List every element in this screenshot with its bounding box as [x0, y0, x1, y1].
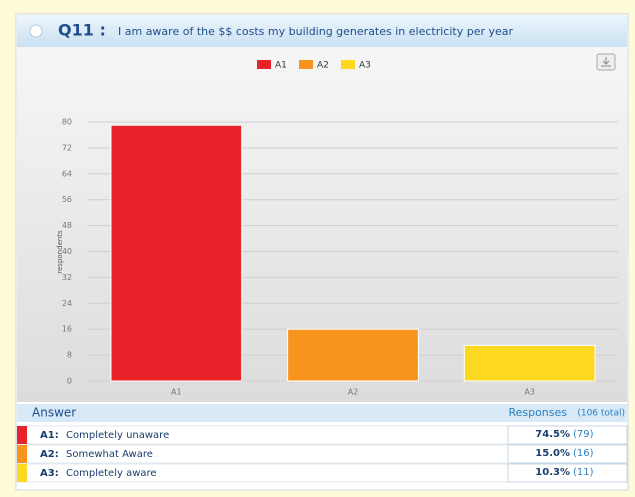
row-color	[17, 445, 27, 463]
x-tick-label: A2	[348, 388, 359, 397]
question-number: Q11 :	[58, 21, 106, 40]
bar	[287, 328, 419, 382]
x-tick-label: A3	[524, 388, 535, 397]
table-header-bg	[17, 404, 627, 422]
y-axis-label: respondents	[56, 230, 64, 274]
y-tick-label: 72	[62, 143, 72, 152]
bar	[110, 124, 243, 382]
legend-swatch	[341, 60, 355, 69]
legend-swatch	[299, 60, 313, 69]
y-tick-label: 40	[62, 247, 72, 256]
row-percent: 74.5%	[535, 429, 570, 440]
total: (106 total)	[577, 409, 625, 419]
row-count: (11)	[573, 467, 594, 478]
response-box	[507, 425, 628, 445]
answer-header: Answer	[32, 406, 76, 420]
y-tick-label: 48	[62, 221, 72, 230]
y-tick-label: 32	[62, 273, 72, 282]
row-answer: Completely unaware	[66, 430, 169, 441]
row-percent: 15.0%	[535, 448, 570, 459]
row-code: A2:	[40, 449, 59, 460]
header-bar	[17, 15, 627, 47]
y-tick-label: 16	[62, 325, 72, 334]
row-code: A1:	[40, 430, 59, 441]
row-color	[17, 464, 27, 482]
bar	[463, 344, 596, 382]
y-tick-label: 8	[67, 351, 72, 360]
row-percent: 10.3%	[535, 467, 570, 478]
legend-label: A1	[275, 61, 287, 71]
radio[interactable]	[29, 24, 43, 38]
legend-label: A2	[317, 61, 329, 71]
y-tick-label: 64	[62, 169, 72, 178]
y-tick-label: 0	[67, 377, 72, 386]
row-count: (79)	[573, 429, 594, 440]
row-answer: Somewhat Aware	[66, 449, 153, 460]
row-color	[17, 426, 27, 444]
row-code: A3:	[40, 468, 59, 479]
y-tick-label: 24	[62, 299, 72, 308]
row-count: (16)	[573, 448, 594, 459]
legend-label: A3	[359, 61, 371, 71]
responses-header: Responses	[508, 406, 567, 419]
x-tick-label: A1	[171, 388, 182, 397]
row-answer: Completely aware	[66, 468, 157, 479]
response-box	[507, 444, 628, 464]
response-box	[507, 463, 628, 483]
download-icon	[601, 57, 611, 67]
question-text: I am aware of the $$ costs my building g…	[118, 25, 514, 38]
y-tick-label: 56	[62, 195, 72, 204]
y-tick-label: 80	[62, 118, 72, 127]
legend-swatch	[257, 60, 271, 69]
